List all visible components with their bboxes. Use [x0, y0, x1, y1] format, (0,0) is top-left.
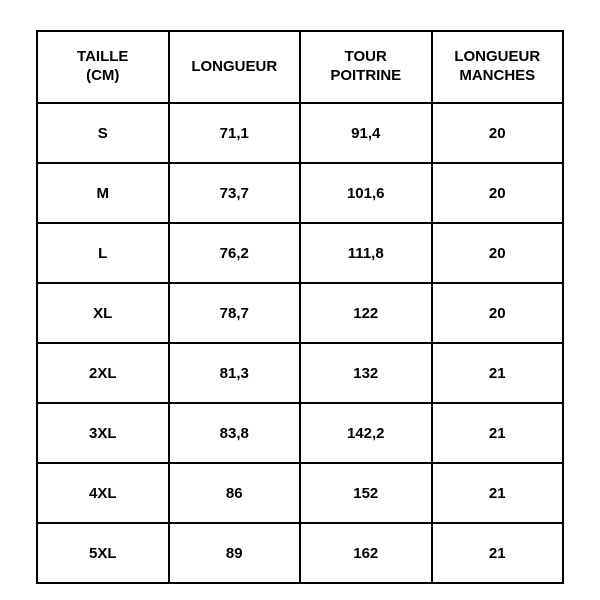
- cell-size: L: [37, 223, 169, 283]
- cell-length: 86: [169, 463, 301, 523]
- col-header-longueur: LONGUEUR: [169, 31, 301, 103]
- table-row: 2XL 81,3 132 21: [37, 343, 563, 403]
- col-header-longueur-l1: LONGUEUR: [191, 58, 277, 75]
- col-header-longueur-manches: LONGUEUR MANCHES: [432, 31, 564, 103]
- col-header-taille-l1: TAILLE: [77, 48, 128, 65]
- cell-length: 89: [169, 523, 301, 583]
- table-row: S 71,1 91,4 20: [37, 103, 563, 163]
- col-header-manches-l2: MANCHES: [459, 67, 535, 84]
- cell-size: M: [37, 163, 169, 223]
- col-header-taille-l2: (CM): [86, 67, 119, 84]
- cell-sleeve: 20: [432, 283, 564, 343]
- cell-sleeve: 20: [432, 163, 564, 223]
- cell-chest: 152: [300, 463, 432, 523]
- size-chart-table: TAILLE (CM) LONGUEUR TOUR POITRINE LONGU…: [36, 30, 564, 584]
- cell-length: 81,3: [169, 343, 301, 403]
- cell-size: 4XL: [37, 463, 169, 523]
- table-header: TAILLE (CM) LONGUEUR TOUR POITRINE LONGU…: [37, 31, 563, 103]
- cell-size: 2XL: [37, 343, 169, 403]
- table-row: XL 78,7 122 20: [37, 283, 563, 343]
- cell-length: 83,8: [169, 403, 301, 463]
- cell-chest: 122: [300, 283, 432, 343]
- cell-sleeve: 21: [432, 343, 564, 403]
- cell-length: 76,2: [169, 223, 301, 283]
- cell-chest: 142,2: [300, 403, 432, 463]
- col-header-tour-l1: TOUR: [345, 48, 387, 65]
- col-header-tour-l2: POITRINE: [330, 67, 401, 84]
- cell-length: 71,1: [169, 103, 301, 163]
- cell-chest: 101,6: [300, 163, 432, 223]
- cell-length: 78,7: [169, 283, 301, 343]
- cell-sleeve: 20: [432, 103, 564, 163]
- table-row: M 73,7 101,6 20: [37, 163, 563, 223]
- cell-size: XL: [37, 283, 169, 343]
- cell-chest: 132: [300, 343, 432, 403]
- cell-size: 5XL: [37, 523, 169, 583]
- cell-chest: 111,8: [300, 223, 432, 283]
- cell-chest: 91,4: [300, 103, 432, 163]
- table-row: 3XL 83,8 142,2 21: [37, 403, 563, 463]
- cell-size: S: [37, 103, 169, 163]
- col-header-manches-l1: LONGUEUR: [454, 48, 540, 65]
- cell-sleeve: 21: [432, 523, 564, 583]
- cell-chest: 162: [300, 523, 432, 583]
- cell-sleeve: 20: [432, 223, 564, 283]
- cell-sleeve: 21: [432, 403, 564, 463]
- col-header-taille: TAILLE (CM): [37, 31, 169, 103]
- table-row: L 76,2 111,8 20: [37, 223, 563, 283]
- size-chart-container: TAILLE (CM) LONGUEUR TOUR POITRINE LONGU…: [0, 0, 600, 600]
- table-row: 4XL 86 152 21: [37, 463, 563, 523]
- table-row: 5XL 89 162 21: [37, 523, 563, 583]
- cell-sleeve: 21: [432, 463, 564, 523]
- table-body: S 71,1 91,4 20 M 73,7 101,6 20 L 76,2 11…: [37, 103, 563, 583]
- cell-size: 3XL: [37, 403, 169, 463]
- cell-length: 73,7: [169, 163, 301, 223]
- table-header-row: TAILLE (CM) LONGUEUR TOUR POITRINE LONGU…: [37, 31, 563, 103]
- col-header-tour-poitrine: TOUR POITRINE: [300, 31, 432, 103]
